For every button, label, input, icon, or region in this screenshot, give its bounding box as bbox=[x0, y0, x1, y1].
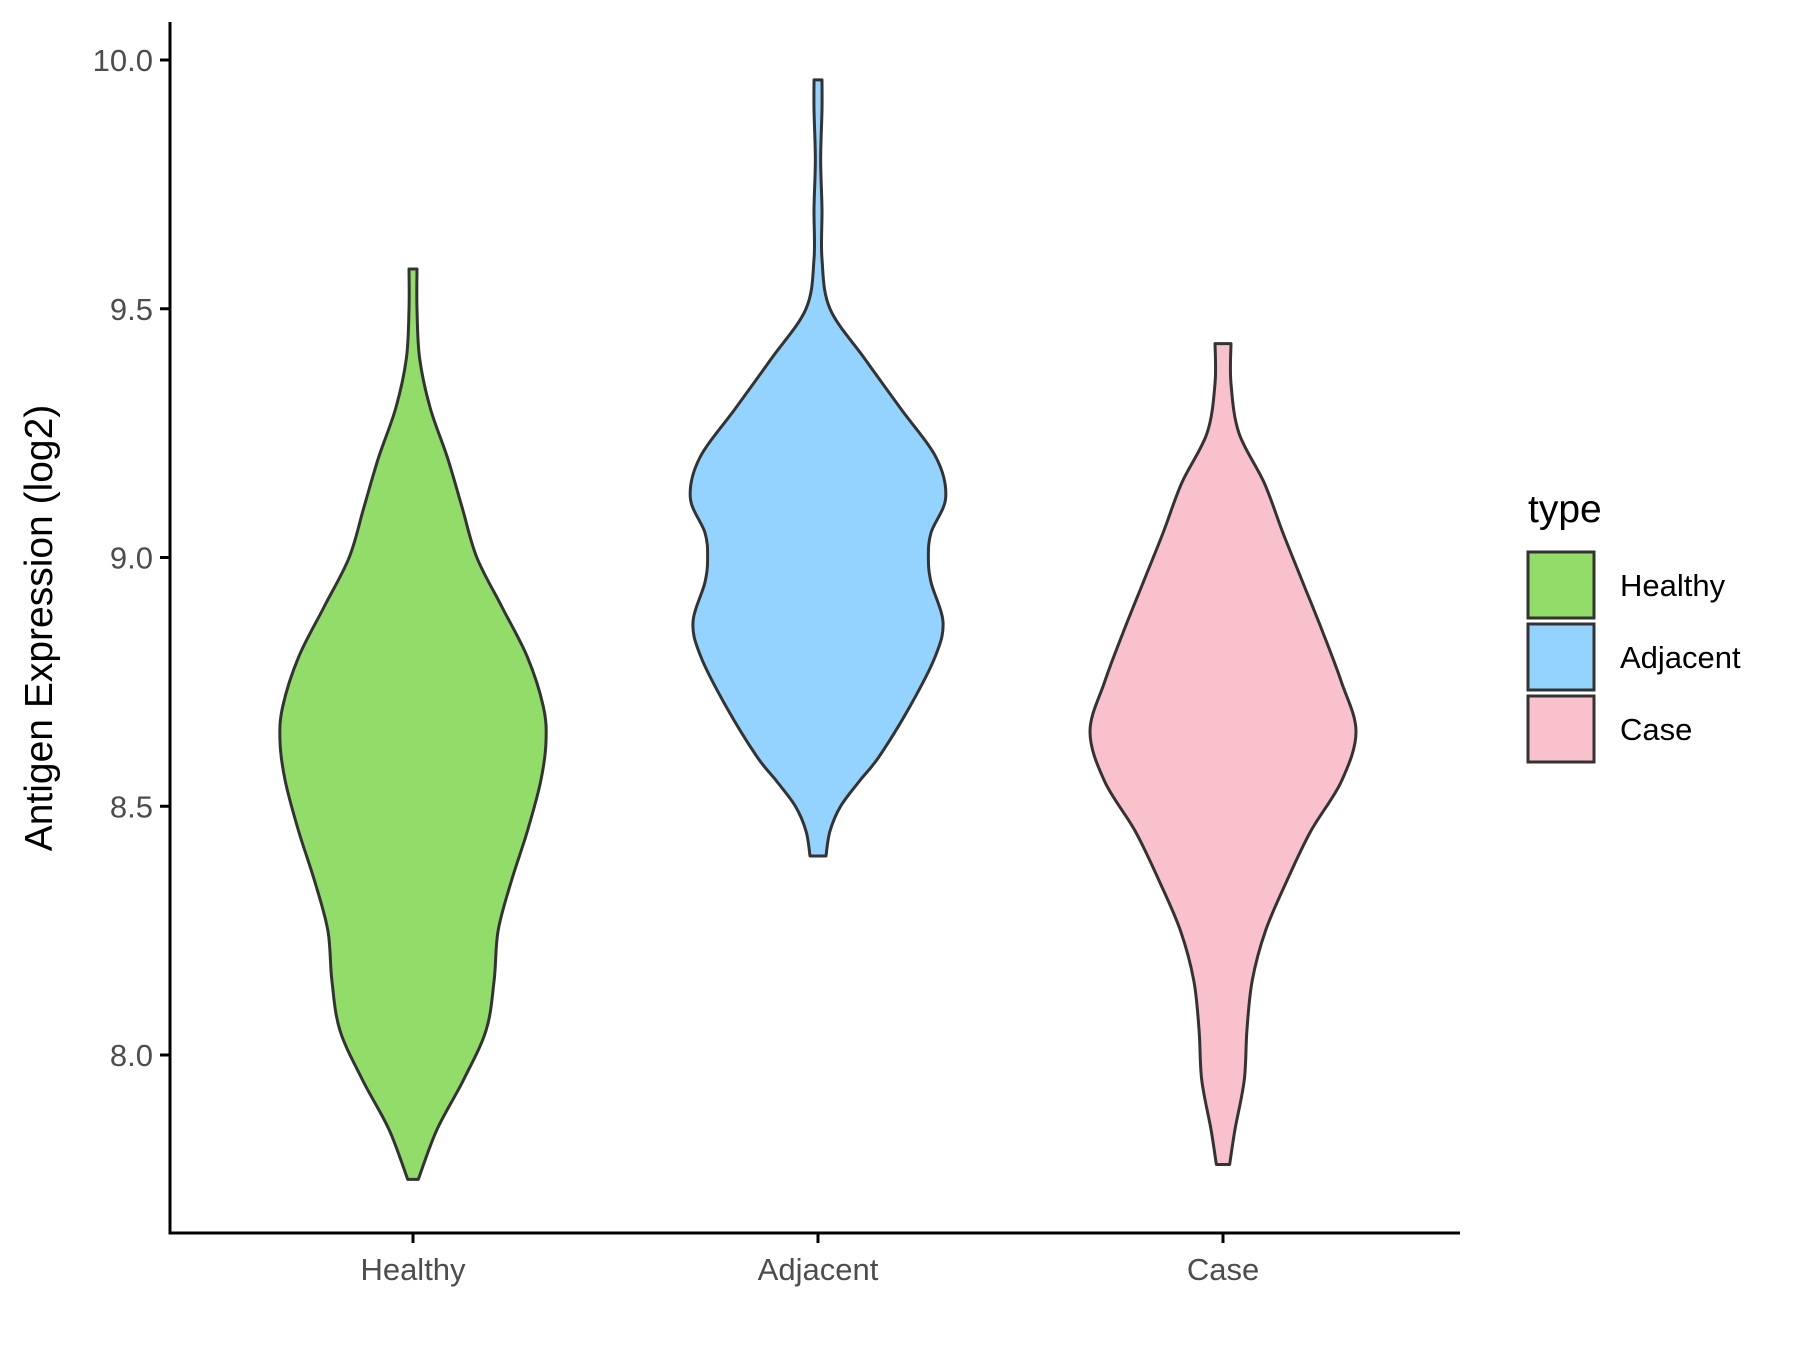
x-tick-label: Case bbox=[1187, 1252, 1259, 1287]
y-tick-label: 8.5 bbox=[110, 789, 153, 824]
x-tick-label: Healthy bbox=[360, 1252, 466, 1287]
y-tick-label: 10.0 bbox=[93, 43, 153, 78]
y-tick-label: 9.5 bbox=[110, 292, 153, 327]
legend-label-adjacent: Adjacent bbox=[1620, 640, 1741, 675]
y-tick-label: 9.0 bbox=[110, 541, 153, 576]
violin-adjacent bbox=[688, 78, 948, 858]
legend-title: type bbox=[1528, 488, 1602, 531]
violin-healthy bbox=[278, 267, 548, 1181]
legend-label-healthy: Healthy bbox=[1620, 568, 1726, 603]
legend: type Healthy Adjacent Case bbox=[1526, 488, 1741, 764]
axes-layer bbox=[168, 22, 1460, 1235]
legend-key-case bbox=[1526, 694, 1596, 764]
x-tick-label: Adjacent bbox=[758, 1252, 879, 1287]
legend-label-case: Case bbox=[1620, 712, 1692, 747]
legend-items: Healthy Adjacent Case bbox=[1526, 550, 1741, 764]
y-axis-title: Antigen Expression (log2) bbox=[18, 405, 61, 852]
legend-key-adjacent bbox=[1526, 622, 1596, 692]
y-tick-label: 8.0 bbox=[110, 1038, 153, 1073]
legend-key-healthy bbox=[1526, 550, 1596, 620]
x-tick-layer: Healthy Adjacent Case bbox=[360, 1233, 1259, 1287]
violin-case bbox=[1088, 342, 1358, 1166]
y-tick-layer: 8.0 8.5 9.0 9.5 10.0 bbox=[93, 43, 170, 1073]
violin-layer bbox=[278, 78, 1358, 1181]
